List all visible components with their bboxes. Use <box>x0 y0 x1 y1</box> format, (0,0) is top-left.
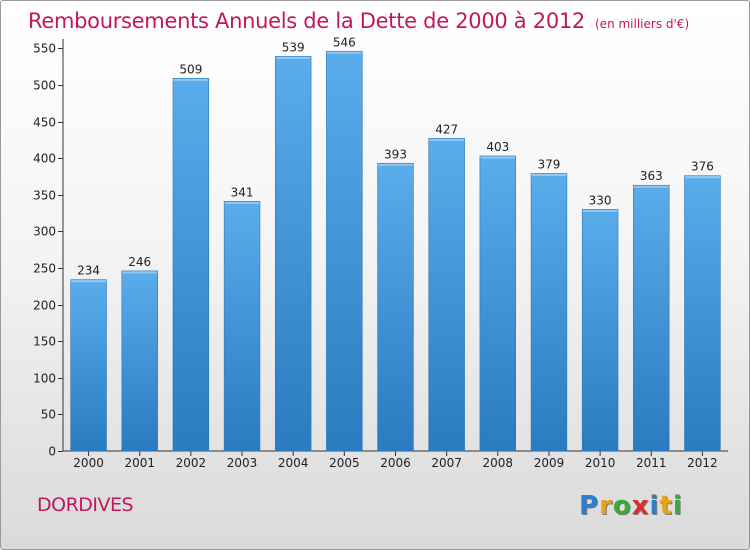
chart-title: Remboursements Annuels de la Dette de 20… <box>28 9 689 33</box>
bar-highlight <box>275 56 311 59</box>
bar-highlight <box>224 201 260 204</box>
bar <box>479 155 517 452</box>
bar-highlight <box>71 280 106 283</box>
data-label: 376 <box>691 160 714 174</box>
y-tick-label: 500 <box>33 79 56 93</box>
data-label: 246 <box>128 255 151 269</box>
logo-letter: o <box>612 491 632 521</box>
y-tick-label: 450 <box>33 116 56 130</box>
bar-highlight <box>429 138 465 141</box>
logo-letter: t <box>659 491 673 521</box>
bar-highlight <box>378 163 413 166</box>
x-tick-label: 2001 <box>124 456 155 470</box>
y-tick-label: 0 <box>48 445 56 459</box>
data-label: 393 <box>384 147 407 161</box>
bar-highlight <box>531 174 567 177</box>
data-label: 509 <box>179 62 202 76</box>
data-label: 427 <box>435 122 458 136</box>
x-tick-label: 2002 <box>176 456 207 470</box>
chart-title-text: Remboursements Annuels de la Dette de 20… <box>28 9 585 33</box>
bar <box>581 209 619 452</box>
x-tick-label: 2012 <box>687 456 718 470</box>
x-tick-label: 2003 <box>227 456 258 470</box>
y-tick-label: 400 <box>33 152 56 166</box>
x-tick-label: 2010 <box>585 456 616 470</box>
data-label: 403 <box>486 140 509 154</box>
bars <box>70 50 721 452</box>
bar-highlight <box>685 176 720 179</box>
axes: 0 50 100 150 200 250 300 350 400 450 500 550 2000 200… <box>33 39 728 470</box>
y-tick-label: 250 <box>33 262 56 276</box>
bar-highlight <box>122 271 158 274</box>
y-tick-label: 100 <box>33 372 56 386</box>
x-tick-label: 2008 <box>483 456 514 470</box>
x-tick-label: 2000 <box>73 456 104 470</box>
bar-highlight <box>582 209 618 212</box>
bar-highlight <box>633 185 669 188</box>
data-label: 234 <box>77 264 100 278</box>
y-tick-label: 300 <box>33 225 56 239</box>
bar <box>684 175 721 452</box>
data-label: 363 <box>640 169 663 183</box>
y-tick-label: 350 <box>33 189 56 203</box>
data-label: 546 <box>333 35 356 49</box>
x-tick-label: 2004 <box>278 456 309 470</box>
bar <box>633 184 670 452</box>
x-tick-label: 2007 <box>431 456 462 470</box>
y-tick-label: 550 <box>33 42 56 56</box>
x-tick-label: 2011 <box>636 456 667 470</box>
logo-letter: x <box>631 491 650 521</box>
proxiti-logo[interactable]: Proxiti <box>579 491 683 521</box>
logo-letter: i <box>649 491 660 521</box>
bar <box>172 78 210 452</box>
logo-letter: i <box>672 491 683 521</box>
x-tick-label: 2006 <box>380 456 411 470</box>
bar <box>223 201 261 452</box>
y-tick-label: 200 <box>33 299 56 313</box>
bar-highlight <box>326 51 362 54</box>
bar <box>530 173 568 452</box>
bar <box>274 56 312 452</box>
bar <box>326 50 363 452</box>
bar <box>121 270 158 452</box>
logo-letter: r <box>599 491 613 521</box>
bar-highlight <box>480 156 516 159</box>
bar <box>377 162 414 452</box>
bar <box>70 279 107 452</box>
bar <box>428 138 465 452</box>
y-tick-label: 150 <box>33 335 56 349</box>
data-label: 341 <box>231 185 254 199</box>
data-labels: 234 246 509 341 539 546 393 427 403 379 330 363 376 <box>77 35 714 277</box>
data-label: 330 <box>589 193 612 207</box>
x-tick-label: 2005 <box>329 456 360 470</box>
chart-unit: (en milliers d'€) <box>595 17 690 31</box>
x-tick-label: 2009 <box>534 456 565 470</box>
bar-highlight <box>173 78 209 81</box>
data-label: 539 <box>282 40 305 54</box>
logo-letter: P <box>579 491 600 521</box>
data-label: 379 <box>538 158 561 172</box>
commune-name: DORDIVES <box>37 494 134 516</box>
y-tick-label: 50 <box>41 408 56 422</box>
